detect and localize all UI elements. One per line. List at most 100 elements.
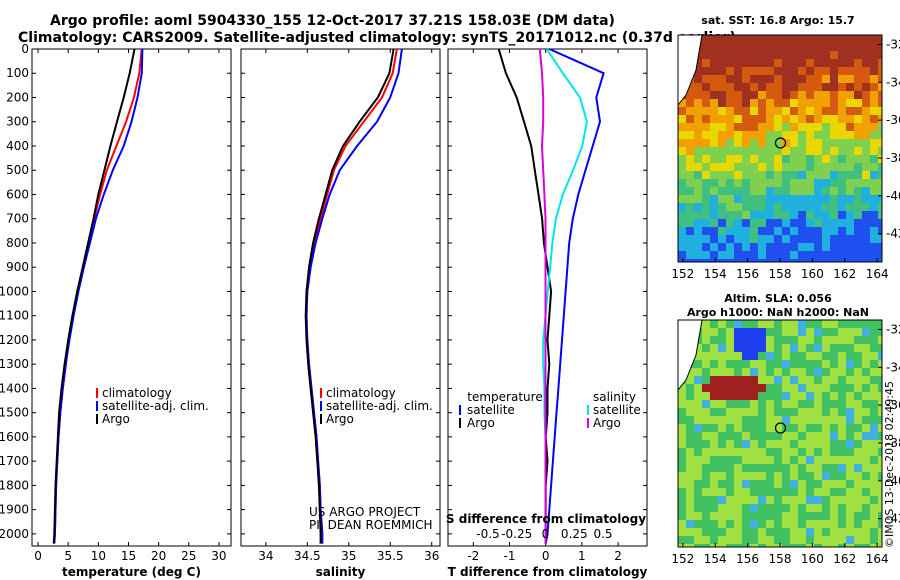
map-cell bbox=[870, 536, 878, 544]
map-cell bbox=[726, 59, 734, 67]
map-cell bbox=[838, 107, 846, 115]
map-cell bbox=[854, 251, 862, 259]
map-cell bbox=[862, 211, 870, 219]
map-cell bbox=[790, 440, 798, 448]
map-cell bbox=[814, 544, 822, 547]
map-cell bbox=[774, 115, 782, 123]
map-cell bbox=[846, 472, 854, 480]
map-cell bbox=[862, 536, 870, 544]
map-cell bbox=[750, 35, 758, 43]
map-cell bbox=[702, 107, 710, 115]
map-cell bbox=[750, 179, 758, 187]
map-cell bbox=[782, 408, 790, 416]
map-cell bbox=[678, 179, 686, 187]
map-cell bbox=[750, 328, 758, 336]
map-cell bbox=[774, 320, 782, 328]
map-cell bbox=[774, 512, 782, 520]
map-cell bbox=[718, 480, 726, 488]
figure-title-line2: Climatology: CARS2009. Satellite-adjuste… bbox=[18, 30, 736, 46]
map-cell bbox=[734, 155, 742, 163]
map-cell bbox=[830, 408, 838, 416]
map-cell bbox=[838, 179, 846, 187]
map-cell bbox=[814, 536, 822, 544]
map-cell bbox=[830, 195, 838, 203]
map-cell bbox=[806, 211, 814, 219]
map-cell bbox=[678, 107, 686, 115]
map-cell bbox=[798, 171, 806, 179]
map-cell bbox=[782, 416, 790, 424]
map-cell bbox=[870, 320, 878, 328]
map-cell bbox=[854, 376, 862, 384]
map-cell bbox=[742, 440, 750, 448]
map-cell bbox=[710, 416, 718, 424]
map-cell bbox=[854, 147, 862, 155]
map-cell bbox=[806, 179, 814, 187]
map-cell bbox=[830, 187, 838, 195]
map-cell bbox=[822, 496, 830, 504]
map-cell bbox=[726, 384, 734, 392]
x-tick-label: 160 bbox=[801, 267, 824, 281]
map-cell bbox=[854, 352, 862, 360]
map-cell bbox=[782, 67, 790, 75]
map-cell bbox=[790, 139, 798, 147]
map-cell bbox=[694, 544, 702, 547]
map-cell bbox=[774, 195, 782, 203]
map-cell bbox=[702, 376, 710, 384]
annotation-text: PI: DEAN ROEMMICH bbox=[309, 518, 432, 532]
map-cell bbox=[782, 251, 790, 259]
map-cell bbox=[782, 392, 790, 400]
map-cell bbox=[758, 440, 766, 448]
map-cell bbox=[678, 131, 686, 139]
map-cell bbox=[782, 179, 790, 187]
map-cell bbox=[870, 416, 878, 424]
map-cell bbox=[774, 211, 782, 219]
map-cell bbox=[726, 472, 734, 480]
map-cell bbox=[686, 392, 694, 400]
map-cell bbox=[870, 368, 878, 376]
map-cell bbox=[782, 43, 790, 51]
map-cell bbox=[686, 123, 694, 131]
map-cell bbox=[774, 456, 782, 464]
map-cell bbox=[790, 251, 798, 259]
map-cell bbox=[806, 51, 814, 59]
map-cell bbox=[774, 67, 782, 75]
map-cell bbox=[678, 544, 686, 547]
map-cell bbox=[838, 480, 846, 488]
map-cell bbox=[702, 536, 710, 544]
map-cell bbox=[838, 251, 846, 259]
map-cell bbox=[766, 243, 774, 251]
x-tick-label: 0 bbox=[34, 549, 42, 563]
map-cell bbox=[734, 91, 742, 99]
map-cell bbox=[798, 51, 806, 59]
map-cell bbox=[846, 352, 854, 360]
map-cell bbox=[678, 512, 686, 520]
map-cell bbox=[710, 195, 718, 203]
map-cell bbox=[830, 384, 838, 392]
x-tick-label: 154 bbox=[704, 267, 727, 281]
map-cell bbox=[870, 464, 878, 472]
map-cell bbox=[702, 35, 710, 43]
map-cell bbox=[806, 528, 814, 536]
map-cell bbox=[678, 195, 686, 203]
map-cell bbox=[742, 251, 750, 259]
map-cell bbox=[878, 203, 882, 211]
map-cell bbox=[798, 520, 806, 528]
map-cell bbox=[710, 432, 718, 440]
map-cell bbox=[734, 504, 742, 512]
map-cell bbox=[742, 472, 750, 480]
map-cell bbox=[702, 472, 710, 480]
legend-swatch bbox=[96, 414, 98, 424]
map-cell bbox=[862, 91, 870, 99]
map-cell bbox=[742, 43, 750, 51]
map-cell bbox=[862, 131, 870, 139]
map-cell bbox=[878, 488, 882, 496]
map-cell bbox=[774, 179, 782, 187]
map-cell bbox=[734, 432, 742, 440]
map-cell bbox=[814, 123, 822, 131]
map-cell bbox=[790, 320, 798, 328]
x-tick-label: 25 bbox=[181, 549, 196, 563]
map-cell bbox=[718, 107, 726, 115]
map-cell bbox=[694, 512, 702, 520]
map-cell bbox=[726, 344, 734, 352]
